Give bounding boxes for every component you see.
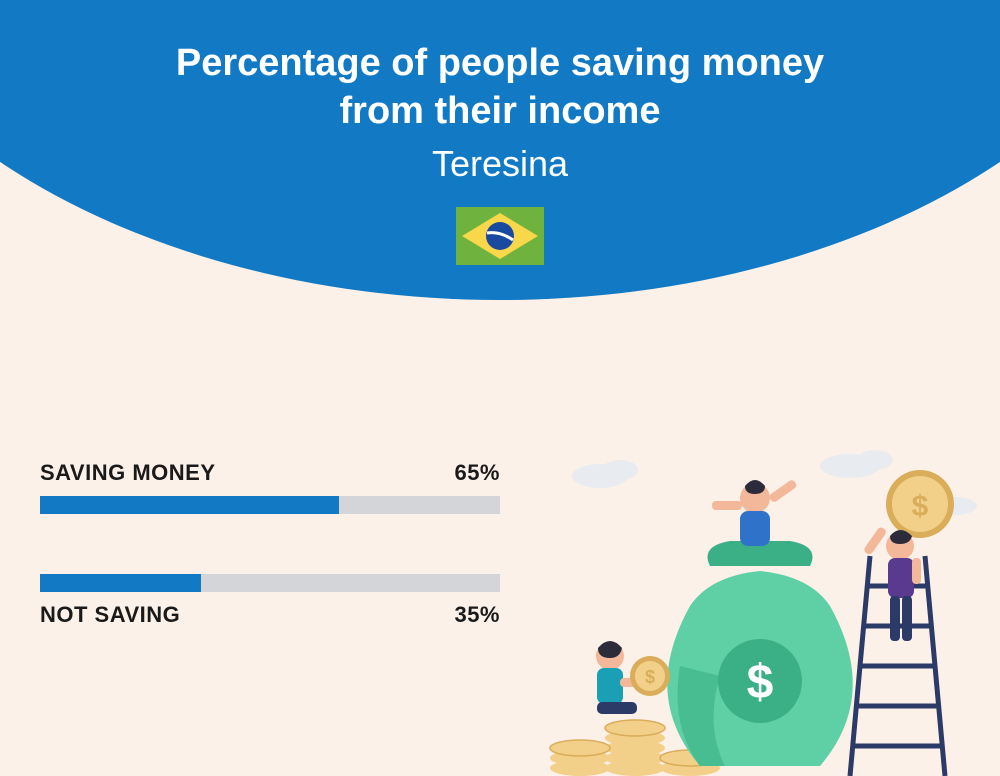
bar-label-row: SAVING MONEY 65% xyxy=(40,460,500,486)
header: Percentage of people saving money from t… xyxy=(0,40,1000,265)
coin-icon: $ xyxy=(886,470,954,538)
brazil-flag-icon xyxy=(456,207,544,265)
person-sitting-icon: $ xyxy=(596,641,670,714)
svg-text:$: $ xyxy=(912,490,929,523)
page-title: Percentage of people saving money from t… xyxy=(0,40,1000,135)
dollar-sign-icon: $ xyxy=(747,656,774,709)
bar-label-row: NOT SAVING 35% xyxy=(40,602,500,628)
bar-fill xyxy=(40,574,201,592)
bar-not-saving: NOT SAVING 35% xyxy=(40,574,500,628)
page-subtitle: Teresina xyxy=(0,143,1000,185)
person-top-icon xyxy=(712,479,798,546)
svg-text:$: $ xyxy=(645,667,655,687)
bar-track xyxy=(40,574,500,592)
bar-fill xyxy=(40,496,339,514)
savings-illustration: $ $ xyxy=(540,446,990,776)
bar-label: SAVING MONEY xyxy=(40,460,216,486)
bar-value: 65% xyxy=(454,460,500,486)
money-bag-icon: $ xyxy=(667,541,852,766)
title-line-1: Percentage of people saving money xyxy=(176,42,824,84)
bar-label: NOT SAVING xyxy=(40,602,180,628)
bar-saving: SAVING MONEY 65% xyxy=(40,460,500,514)
bar-value: 35% xyxy=(454,602,500,628)
bar-track xyxy=(40,496,500,514)
title-line-2: from their income xyxy=(340,90,661,132)
flag-circle xyxy=(486,222,514,250)
bars-area: SAVING MONEY 65% NOT SAVING 35% xyxy=(40,460,500,688)
